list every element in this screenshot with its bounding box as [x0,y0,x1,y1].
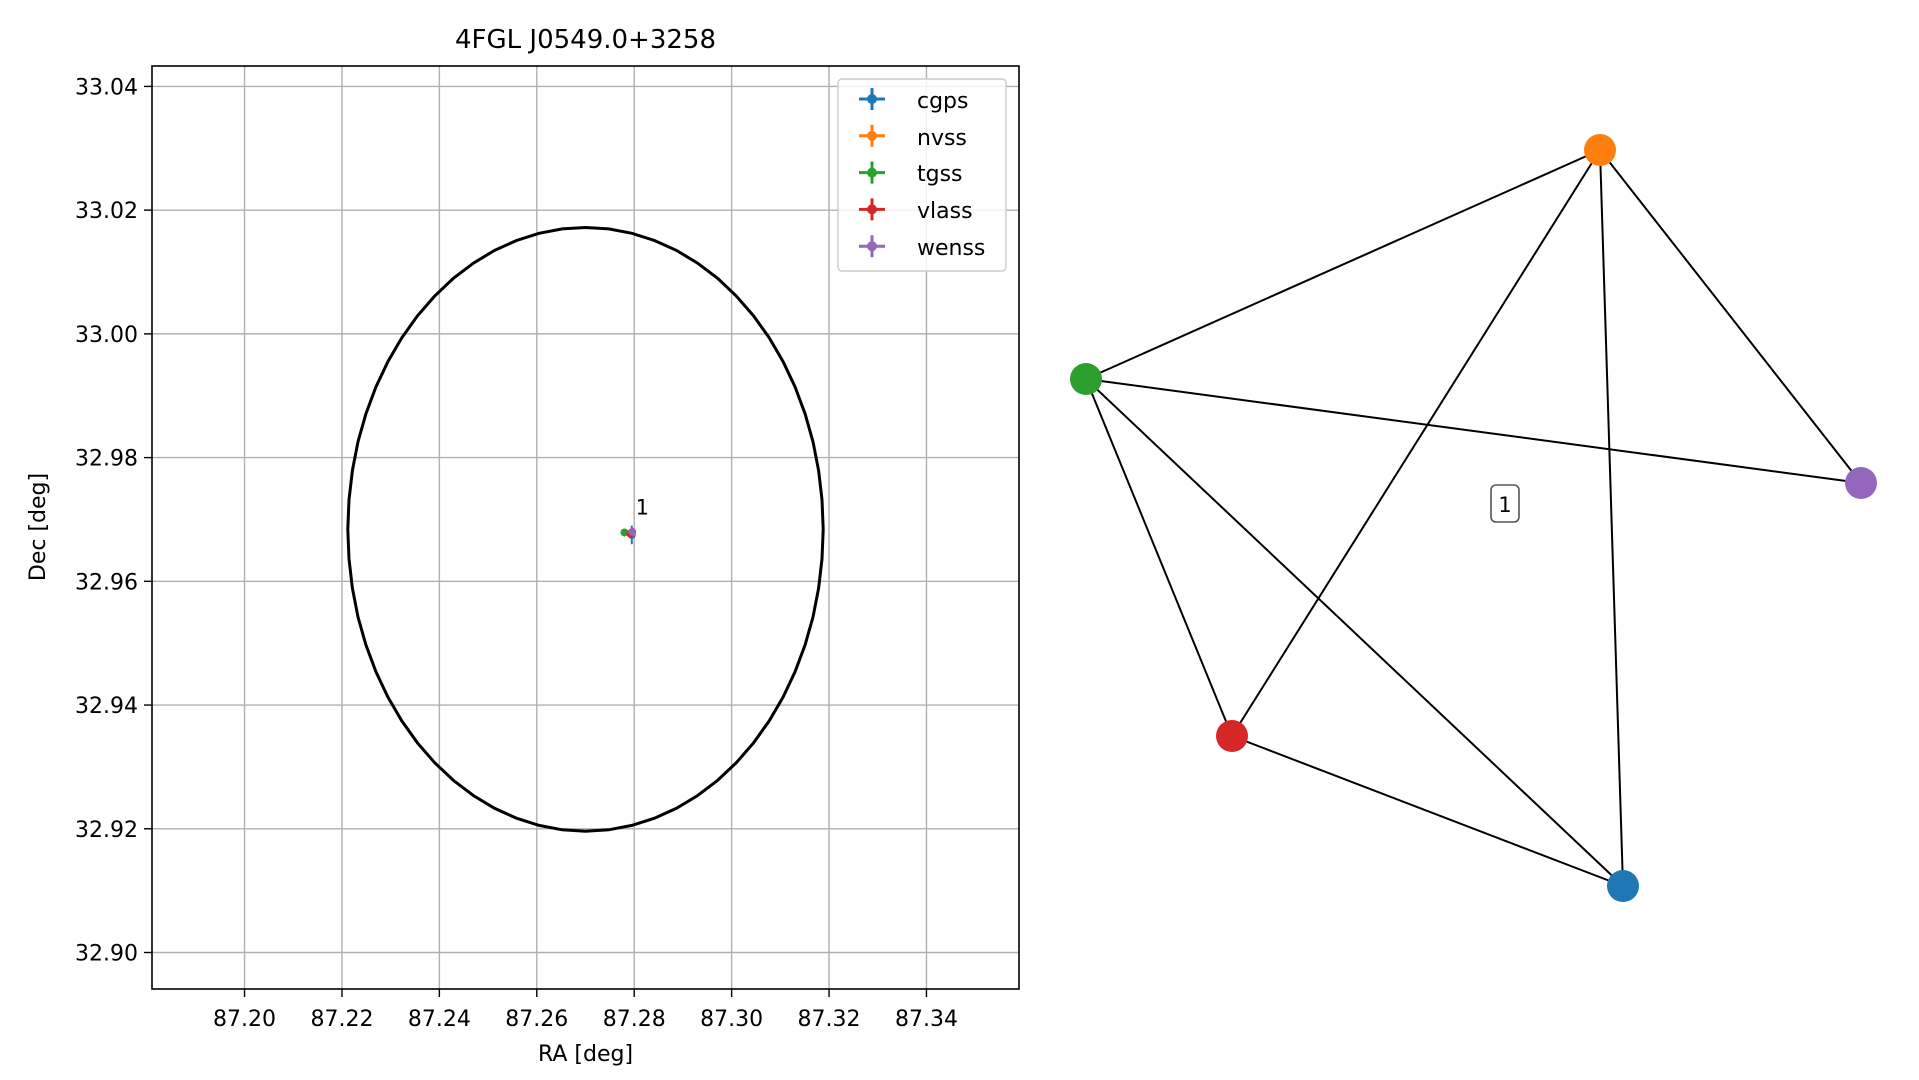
x-tick-label: 87.28 [603,1007,666,1032]
legend-handle-nvss [859,124,885,147]
y-axis-label: Dec [deg] [26,473,51,581]
node-tgss [1070,363,1102,395]
node-wenss [1845,467,1877,499]
legend-handle-dot [867,241,877,252]
network-nodes [1070,134,1877,902]
y-tick-label: 32.98 [75,447,138,472]
legend-label-wenss: wenss [917,236,985,261]
y-tick-label: 33.02 [75,199,138,224]
point-annotation: 1 [636,496,649,520]
legend-handle-dot [867,130,877,141]
legend-handle-dot [867,167,877,178]
scatter-panel: 87.20 87.22 87.24 87.26 87.28 87.30 87.32 87.34… [26,25,1020,1067]
edge-tgss-cgps [1085,378,1624,887]
x-tick-label: 87.34 [895,1007,958,1032]
edge-nvss-vlass [1231,149,1601,737]
legend-label-cgps: cgps [917,89,969,114]
y-ticks: 32.90 32.92 32.94 32.96 32.98 33.00 33.02 33.04 [75,75,152,967]
legend-label-nvss: nvss [917,126,967,151]
x-tick-label: 87.32 [798,1007,861,1032]
node-cgps [1607,870,1639,902]
edge-nvss-wenss [1599,149,1862,484]
legend-handle-wenss [859,235,885,258]
edge-tgss-vlass [1085,378,1233,737]
legend-handle-vlass [859,198,885,221]
edge-tgss-nvss [1085,149,1601,380]
marker-wenss [628,527,637,536]
legend-handle-dot [867,204,877,215]
cluster-label-box [1490,484,1520,523]
y-tick-label: 33.00 [75,323,138,348]
edge-tgss-wenss [1085,378,1862,484]
y-tick-label: 33.04 [75,75,138,100]
points-layer [620,525,637,545]
legend-handle-dot [867,94,877,104]
network-edges [1085,149,1862,887]
cluster-label: 1 [1490,484,1520,523]
legend-items [859,88,885,258]
chart-title: 4FGL J0549.0+3258 [455,25,716,55]
legend-handle-cgps [859,88,885,110]
node-nvss [1584,134,1616,166]
x-tick-label: 87.30 [700,1007,763,1032]
x-tick-label: 87.26 [505,1007,568,1032]
y-tick-label: 32.92 [75,818,138,843]
plot-frame [151,65,1020,990]
edge-nvss-cgps [1599,149,1624,887]
x-ticks: 87.20 87.22 87.24 87.26 87.28 87.30 87.32 87.34 [213,989,958,1032]
legend-box [837,78,1007,272]
error-circle-layer [346,225,825,833]
x-axis-label: RA [deg] [538,1042,633,1067]
x-tick-label: 87.22 [310,1007,373,1032]
y-tick-label: 32.94 [75,694,138,719]
x-tick-label: 87.24 [408,1007,471,1032]
y-tick-label: 32.90 [75,942,138,967]
y-tick-label: 32.96 [75,570,138,595]
legend-handle-tgss [859,161,885,184]
legend-label-vlass: vlass [917,199,973,224]
node-vlass [1216,720,1248,752]
point-wenss [628,527,637,536]
edge-vlass-cgps [1231,735,1624,887]
legend-label-tgss: tgss [917,162,963,187]
x-tick-label: 87.20 [213,1007,276,1032]
cluster-label-text: 1 [1498,493,1511,517]
error-circle [346,225,825,833]
network-panel: 1 [1070,134,1877,902]
legend: cgps nvss tgss vlass wenss [837,78,1007,272]
